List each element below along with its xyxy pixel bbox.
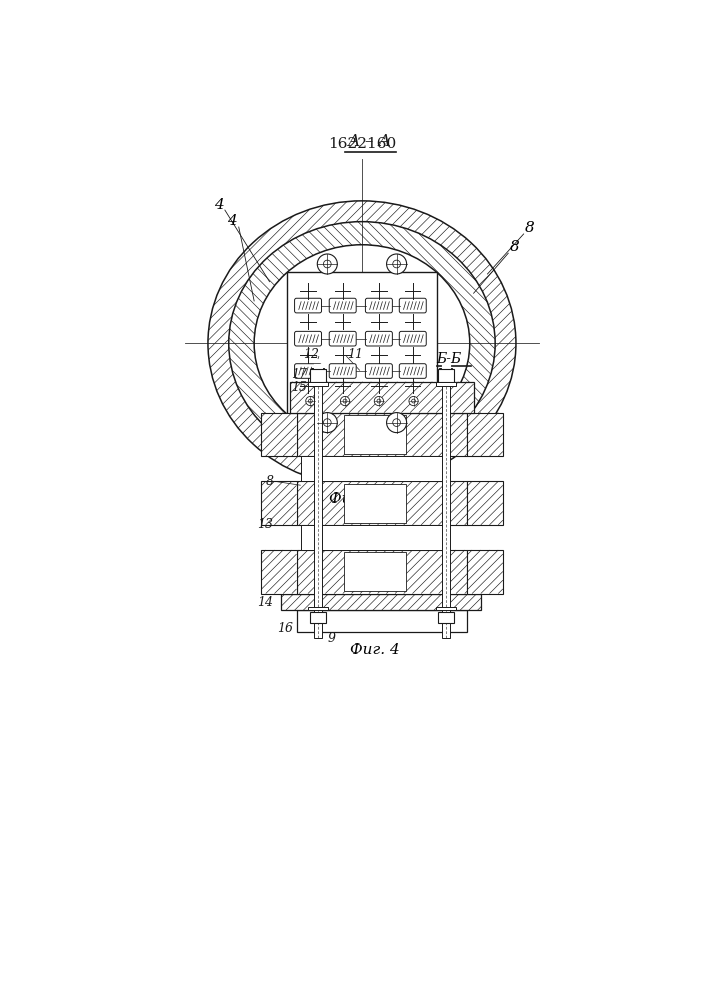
Circle shape xyxy=(374,396,383,406)
Text: 16: 16 xyxy=(276,622,293,635)
FancyBboxPatch shape xyxy=(366,298,392,313)
Bar xyxy=(344,484,406,523)
Bar xyxy=(296,413,467,456)
Text: 12: 12 xyxy=(303,348,320,361)
Text: 14: 14 xyxy=(257,596,274,609)
Bar xyxy=(438,612,454,623)
Circle shape xyxy=(409,396,418,406)
Bar xyxy=(310,369,326,382)
Bar xyxy=(344,552,406,591)
Bar xyxy=(442,368,450,638)
Bar xyxy=(467,413,503,456)
Circle shape xyxy=(340,396,350,406)
Bar xyxy=(301,525,449,550)
Text: 15: 15 xyxy=(291,381,308,394)
Text: 4: 4 xyxy=(214,198,223,212)
Bar xyxy=(436,382,456,386)
Bar xyxy=(296,550,467,594)
FancyBboxPatch shape xyxy=(399,364,426,378)
Text: 4: 4 xyxy=(228,214,238,228)
Text: 1622160: 1622160 xyxy=(328,137,396,151)
Bar xyxy=(291,382,474,413)
Circle shape xyxy=(305,396,315,406)
FancyBboxPatch shape xyxy=(295,298,322,313)
Bar xyxy=(308,382,328,386)
Text: 8: 8 xyxy=(265,475,274,488)
Text: 8: 8 xyxy=(510,240,520,254)
Bar xyxy=(281,594,481,610)
Bar xyxy=(436,607,456,610)
Bar xyxy=(287,272,437,415)
Circle shape xyxy=(317,413,337,433)
FancyBboxPatch shape xyxy=(295,331,322,346)
FancyBboxPatch shape xyxy=(295,364,322,378)
Circle shape xyxy=(387,413,407,433)
FancyBboxPatch shape xyxy=(366,331,392,346)
Bar xyxy=(344,415,406,454)
Bar xyxy=(261,481,296,525)
Text: Фиг. 3: Фиг. 3 xyxy=(329,492,379,506)
Text: А – А: А – А xyxy=(348,133,392,150)
Text: 8: 8 xyxy=(525,221,535,235)
FancyBboxPatch shape xyxy=(399,331,426,346)
Bar xyxy=(310,612,326,623)
Bar xyxy=(261,413,296,456)
Text: 13: 13 xyxy=(257,518,274,531)
Circle shape xyxy=(387,254,407,274)
Bar xyxy=(261,550,296,594)
Text: Б-Б: Б-Б xyxy=(437,352,462,366)
Bar xyxy=(301,456,449,481)
Text: 17: 17 xyxy=(291,368,308,381)
FancyBboxPatch shape xyxy=(399,298,426,313)
FancyBboxPatch shape xyxy=(329,331,356,346)
FancyBboxPatch shape xyxy=(366,364,392,378)
Bar xyxy=(296,481,467,525)
Bar xyxy=(467,481,503,525)
Circle shape xyxy=(317,254,337,274)
Text: Фиг. 4: Фиг. 4 xyxy=(350,643,400,657)
FancyBboxPatch shape xyxy=(329,298,356,313)
Bar xyxy=(308,607,328,610)
Bar xyxy=(438,369,454,382)
Text: 9: 9 xyxy=(327,632,335,645)
Bar xyxy=(314,368,322,638)
Bar xyxy=(467,550,503,594)
Text: 11: 11 xyxy=(347,348,363,361)
Bar xyxy=(296,610,467,632)
FancyBboxPatch shape xyxy=(329,364,356,378)
